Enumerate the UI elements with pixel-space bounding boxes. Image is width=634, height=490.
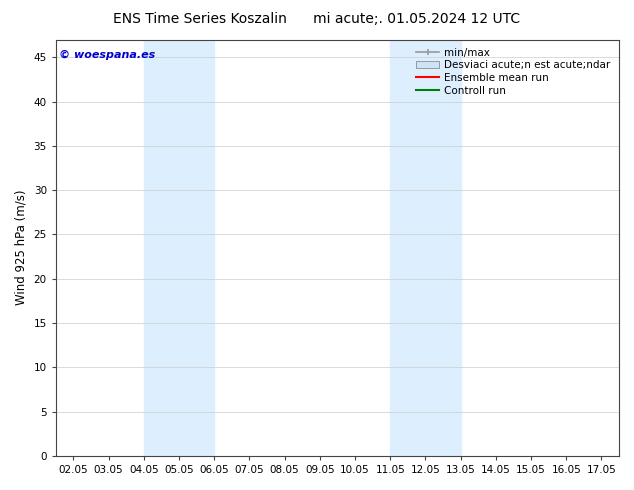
Legend: min/max, Desviaci acute;n est acute;ndar, Ensemble mean run, Controll run: min/max, Desviaci acute;n est acute;ndar… — [413, 45, 614, 99]
Bar — [390, 40, 461, 456]
Bar — [144, 40, 214, 456]
Text: © woespana.es: © woespana.es — [59, 50, 155, 60]
Y-axis label: Wind 925 hPa (m/s): Wind 925 hPa (m/s) — [15, 190, 28, 305]
Text: ENS Time Series Koszalin      mi acute;. 01.05.2024 12 UTC: ENS Time Series Koszalin mi acute;. 01.0… — [113, 12, 521, 26]
